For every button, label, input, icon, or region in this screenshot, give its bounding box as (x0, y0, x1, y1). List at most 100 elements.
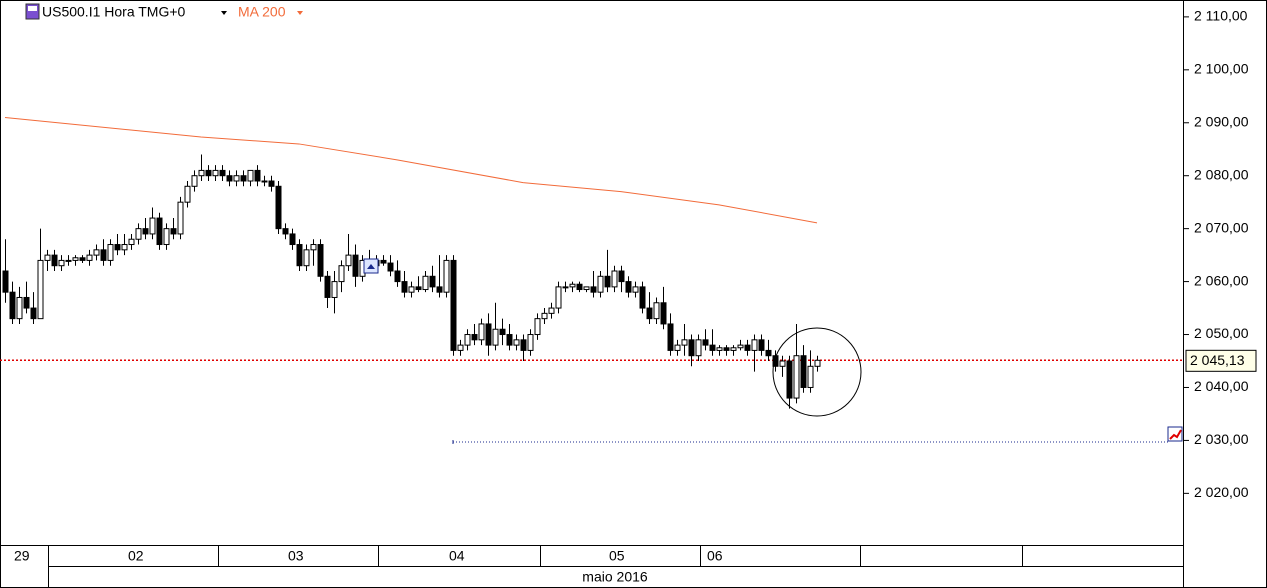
candle-body (758, 339, 765, 351)
candle-body (149, 217, 156, 235)
candle-body (723, 347, 730, 351)
candle-body (261, 180, 268, 183)
candle-body (16, 296, 23, 320)
candle-body (254, 169, 261, 182)
candle-body (597, 275, 604, 293)
candle-body (667, 323, 674, 351)
candle-body (331, 281, 338, 298)
candle-body (744, 344, 751, 351)
candle-body (751, 339, 758, 351)
candle-body (569, 283, 576, 288)
candle-body (576, 283, 583, 291)
candle-body (618, 270, 625, 283)
candle-body (93, 249, 100, 256)
y-tick-label: 2 020,00 (1194, 484, 1249, 500)
candle-body (786, 360, 793, 399)
candle-body (660, 302, 667, 325)
candle-body (779, 360, 786, 367)
candle-body (79, 257, 86, 261)
candle-body (800, 355, 807, 388)
candle-body (653, 302, 660, 320)
candle-body (415, 286, 422, 291)
last-price-label: 2 045,13 (1190, 352, 1245, 368)
day-label: 29 (14, 548, 30, 564)
chart-title: US500.I1 Hora TMG+0 (42, 4, 186, 20)
candle-body (583, 286, 590, 291)
candle-body (289, 233, 296, 246)
event-marker-icon (367, 264, 375, 269)
dropdown-arrow[interactable] (297, 11, 303, 15)
candle-body (233, 175, 240, 182)
candle-body (471, 334, 478, 341)
candle-body (408, 286, 415, 293)
candle-body (191, 175, 198, 187)
candle-body (324, 275, 331, 298)
candle-body (737, 344, 744, 349)
y-tick-label: 2 070,00 (1194, 219, 1249, 235)
y-tick-label: 2 040,00 (1194, 378, 1249, 394)
candle-body (765, 349, 772, 357)
candle-body (352, 254, 359, 277)
plot (0, 116, 1183, 444)
candle-body (114, 244, 121, 251)
candle-body (156, 217, 163, 246)
candle-body (499, 328, 506, 336)
candle-body (541, 312, 548, 320)
candle-body (625, 281, 632, 293)
candle-body (310, 244, 317, 251)
candle-body (688, 339, 695, 357)
y-tick-label: 2 050,00 (1194, 325, 1249, 341)
candle-body (716, 347, 723, 351)
candle-body (268, 180, 275, 187)
candle-body (478, 323, 485, 341)
candle-body (282, 228, 289, 235)
candle-body (177, 201, 184, 235)
y-tick-label: 2 030,00 (1194, 431, 1249, 447)
candle-body (464, 334, 471, 346)
candle-body (247, 169, 254, 182)
candle-body (163, 228, 170, 246)
annotation-circle (772, 327, 862, 417)
y-tick-label: 2 090,00 (1194, 113, 1249, 129)
candle-body (58, 259, 65, 267)
day-label: 03 (288, 548, 304, 564)
candle-body (730, 347, 737, 351)
candle-body (44, 254, 51, 261)
dropdown-arrow[interactable] (221, 11, 227, 15)
candle-body (240, 175, 247, 182)
candle-body (394, 270, 401, 283)
last-price-box (1185, 349, 1257, 372)
candle-body (436, 286, 443, 293)
candle-body (37, 259, 44, 320)
candle-body (709, 344, 716, 351)
candle-body (296, 244, 303, 267)
y-tick-label: 2 060,00 (1194, 272, 1249, 288)
candle-body (380, 259, 387, 264)
candle-body (9, 291, 16, 320)
candle-body (695, 339, 702, 357)
candle-body (30, 307, 37, 320)
candle-body (604, 275, 611, 288)
candle-body (681, 339, 688, 346)
candle-body (100, 249, 107, 261)
candle-body (107, 244, 114, 261)
day-label: 02 (128, 548, 144, 564)
candle-body (51, 254, 58, 267)
candle-body (534, 318, 541, 336)
candle-body (814, 359, 821, 367)
candle-body (555, 286, 562, 309)
candle-body (338, 265, 345, 283)
candle-body (702, 339, 709, 346)
indicator-label[interactable]: MA 200 (238, 4, 286, 20)
candle-body (611, 270, 618, 288)
candle-body (443, 259, 450, 293)
candle-body (135, 228, 142, 240)
symbol-icon (25, 3, 40, 20)
candle-body (646, 307, 653, 320)
y-tick-label: 2 080,00 (1194, 166, 1249, 182)
alert-icon[interactable] (1167, 426, 1183, 442)
candle-body (422, 275, 429, 291)
candle-body (492, 328, 499, 346)
candle-body (562, 286, 569, 289)
